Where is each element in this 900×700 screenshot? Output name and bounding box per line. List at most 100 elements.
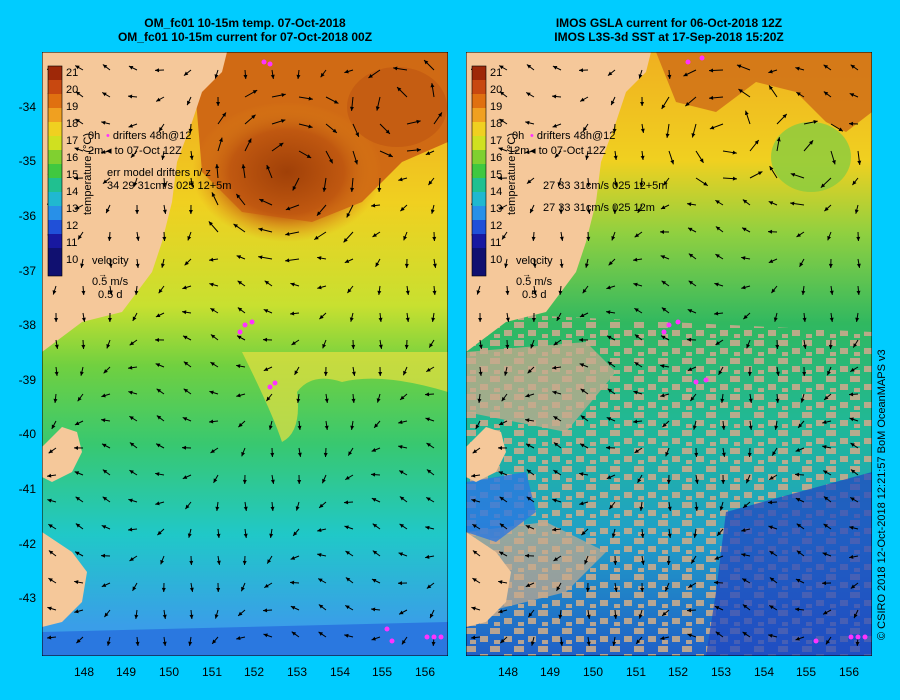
current-vector-head — [694, 452, 699, 457]
coastline-landmass — [42, 52, 227, 352]
current-vector-head — [829, 317, 834, 322]
current-vector-head — [609, 504, 614, 510]
current-vector-head — [633, 282, 638, 287]
current-vector-head — [324, 425, 329, 430]
current-vector-head — [236, 393, 241, 398]
current-vector-head — [717, 531, 722, 536]
colorbar-tick: 14 — [490, 186, 503, 198]
current-vector-head — [101, 553, 106, 558]
current-vector-head — [799, 262, 804, 267]
current-vector-head — [285, 232, 290, 236]
right-title-line2: IMOS L3S-3d SST at 17-Sep-2018 15:20Z — [554, 30, 784, 44]
current-vector-head — [742, 199, 748, 204]
current-vector-head — [639, 506, 644, 511]
colorbar-tick: 20 — [490, 84, 503, 96]
current-vector-head — [634, 308, 639, 313]
left-legend-drifters-text: drifters 48h@12 — [112, 130, 192, 142]
current-vector-head — [662, 611, 667, 616]
longitude-tick: 148 — [73, 665, 95, 679]
colorbar-tick: 18 — [490, 118, 503, 130]
left-title-line2: OM_fc01 10-15m current for 07-Oct-2018 0… — [117, 30, 373, 44]
current-vector-head — [375, 106, 380, 111]
right-legend-to: ◂ to 07-Oct 12Z — [530, 145, 606, 157]
current-vector-head — [769, 85, 773, 90]
current-vector-head — [285, 258, 290, 263]
drifter-markers-left — [237, 59, 444, 644]
current-vector-head — [425, 525, 430, 530]
current-vector-head — [505, 290, 510, 295]
left-velocity-label: velocity — [92, 255, 129, 267]
current-vector-head — [314, 235, 319, 240]
current-vector-head — [345, 475, 350, 480]
current-vector-head — [823, 91, 829, 96]
current-vector-head — [666, 479, 671, 484]
colorbar-tick: 21 — [490, 67, 503, 79]
current-vector-head — [661, 335, 666, 340]
left-velocity-days: 0.5 d — [98, 289, 123, 301]
current-vector-head — [854, 613, 858, 619]
current-vector-head — [368, 74, 373, 78]
current-vector-head — [820, 183, 826, 188]
latitude-tick: -34 — [18, 100, 36, 114]
current-vector-head — [218, 137, 223, 143]
latitude-tick: -39 — [18, 373, 36, 387]
current-vector-head — [432, 263, 437, 268]
current-vector-head — [732, 150, 737, 155]
current-vector-head — [498, 421, 504, 425]
current-vector-head — [665, 133, 670, 138]
current-vector-head — [709, 68, 714, 73]
current-vector-head — [426, 497, 431, 502]
current-vector-head — [660, 255, 666, 259]
current-vector-head — [216, 101, 221, 106]
current-vector-head — [346, 213, 351, 218]
current-vector-head — [129, 341, 135, 346]
current-vector-head — [263, 337, 268, 342]
current-vector-head — [838, 127, 843, 132]
coastline-landmass — [466, 52, 651, 352]
current-vector-head — [241, 586, 245, 592]
current-vector-head — [404, 344, 409, 349]
current-vector-head — [48, 550, 54, 555]
current-vector-head — [850, 497, 855, 502]
current-vector-head — [264, 583, 269, 588]
current-vector-head — [714, 606, 720, 610]
current-vector-head — [822, 581, 827, 586]
current-vector-head — [526, 179, 532, 184]
current-vector-head — [75, 205, 80, 210]
current-vector-head — [135, 236, 140, 241]
current-vector-head — [552, 365, 557, 370]
current-vector-head — [215, 164, 220, 169]
current-vector-head — [665, 451, 670, 457]
current-vector-head — [525, 149, 530, 154]
current-vector-head — [741, 528, 746, 533]
current-vector-head — [102, 469, 108, 474]
left-legend-unit-h: 0h — [88, 130, 101, 142]
current-vector-head — [748, 425, 753, 430]
current-vector-head — [688, 583, 693, 588]
drifter-markers-right — [661, 55, 868, 644]
current-vector-head — [102, 443, 107, 448]
current-vector-head — [243, 506, 248, 511]
current-vector-head — [754, 140, 759, 145]
current-vector-head — [403, 370, 407, 376]
current-vector-head — [822, 552, 828, 557]
current-vector-head — [499, 551, 504, 556]
current-vector-head — [129, 416, 134, 421]
colorbar-right — [471, 65, 487, 277]
current-vector-head — [525, 393, 530, 398]
current-vector-head — [128, 527, 133, 532]
current-vector-head — [611, 236, 616, 241]
current-vector-head — [182, 475, 188, 479]
current-vector-head — [856, 290, 861, 295]
current-vector-head — [285, 206, 291, 211]
current-vector-head — [161, 587, 166, 592]
current-vector-head — [584, 263, 589, 268]
current-vector-head — [78, 235, 82, 240]
current-vector-head — [532, 263, 537, 268]
current-vector-head — [290, 282, 295, 287]
current-vector-head — [613, 155, 618, 160]
current-vector-head — [258, 227, 263, 232]
current-vector-head — [371, 472, 376, 477]
current-vector-head — [774, 425, 779, 430]
left-velocity-arrow-icon: → — [98, 269, 107, 279]
